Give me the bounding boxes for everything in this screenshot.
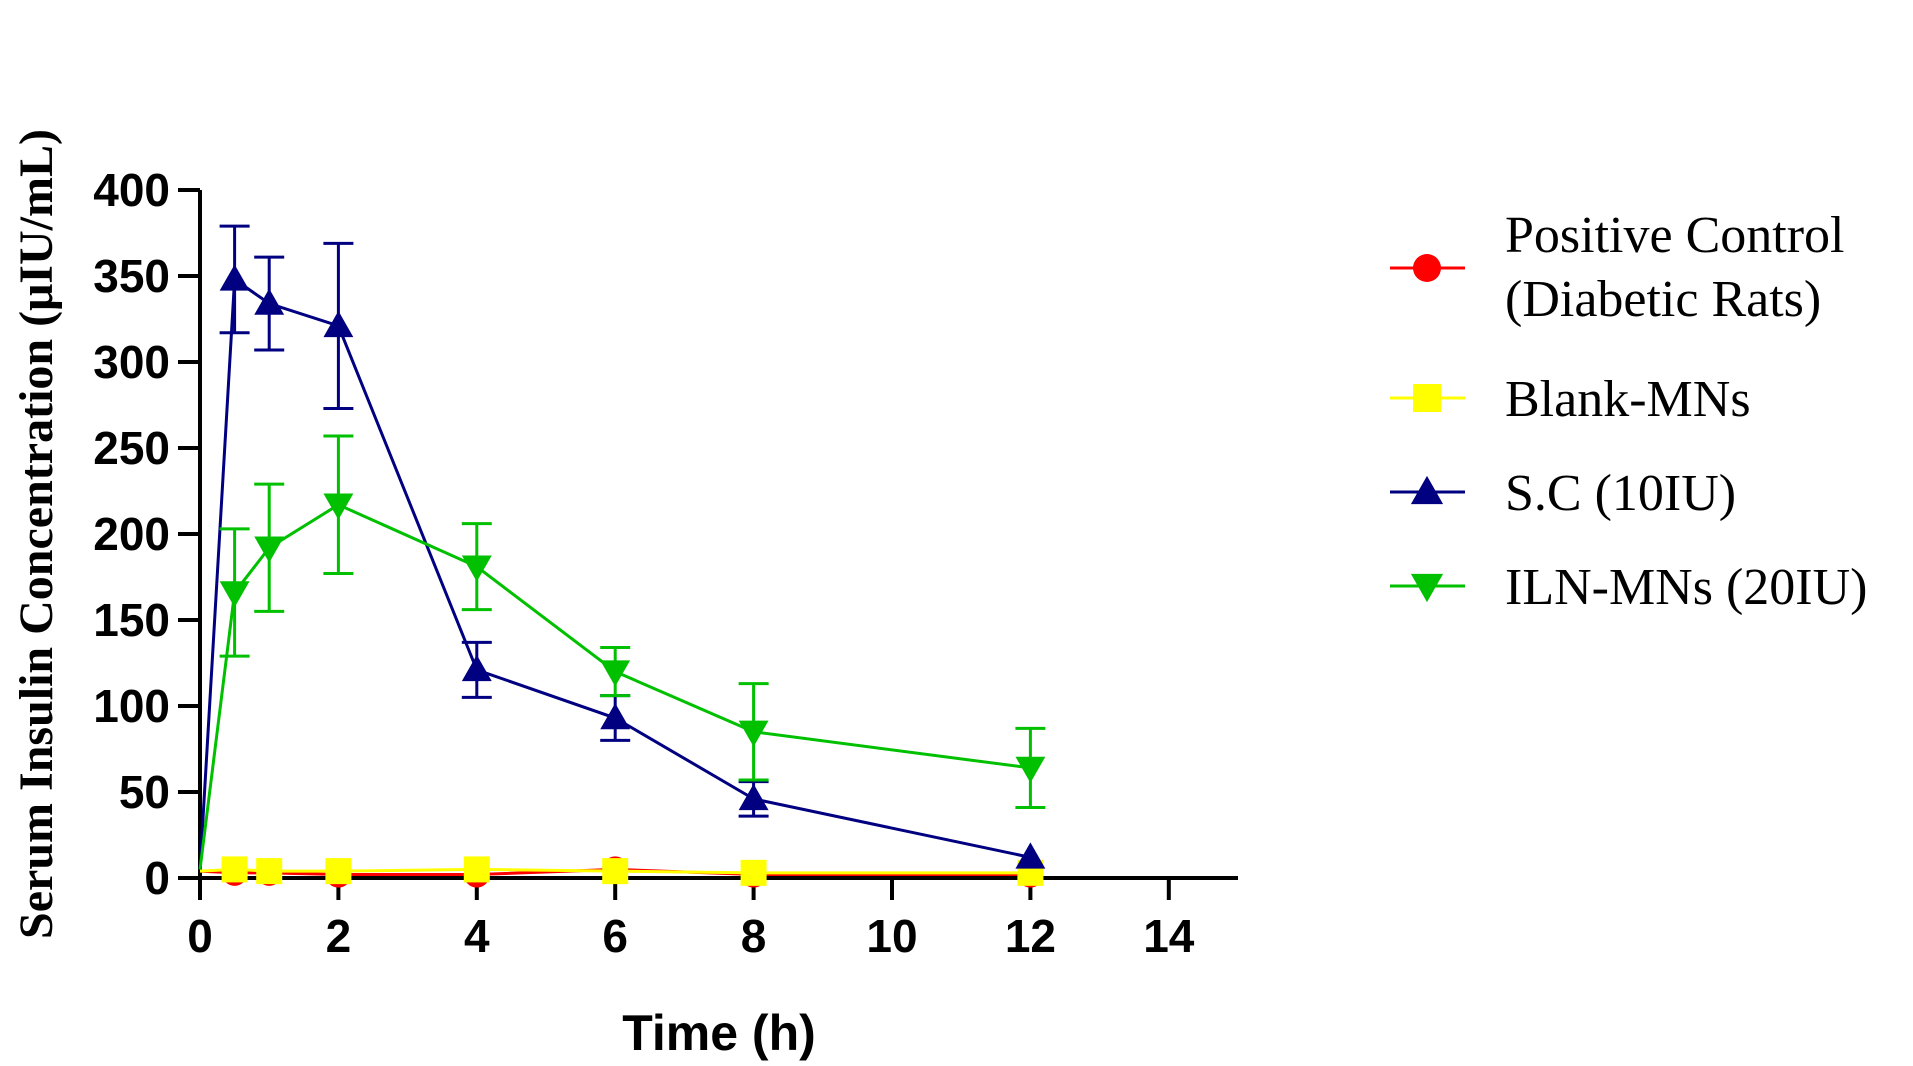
x-tick-label: 14 [1143, 910, 1195, 962]
y-tick-label: 350 [93, 250, 170, 302]
y-tick-label: 100 [93, 680, 170, 732]
series-4 [198, 434, 1046, 870]
legend-label: Positive Control [1505, 207, 1844, 264]
axes [198, 190, 1238, 880]
data-point [738, 783, 769, 811]
x-tick-label: 4 [464, 910, 490, 962]
data-point [254, 288, 285, 315]
x-tick-label: 0 [187, 910, 213, 962]
legend-label: S.C (10IU) [1505, 465, 1736, 522]
legend-item-1: Positive Control (Diabetic Rats) [1390, 207, 1844, 328]
legend-marker [1410, 475, 1444, 505]
legend-item-4: ILN-MNs (20IU) [1390, 559, 1867, 616]
legend: Positive Control (Diabetic Rats) Blank-MNs… [1390, 207, 1867, 616]
data-point [254, 536, 285, 563]
x-axis-title: Time (h) [622, 1005, 816, 1061]
legend-marker [1410, 573, 1444, 603]
x-tick-label: 6 [602, 910, 628, 962]
data-point [219, 581, 250, 608]
series-3 [198, 224, 1046, 870]
y-tick-label: 250 [93, 422, 170, 474]
data-point [738, 720, 769, 747]
data-point [602, 858, 629, 885]
series-2 [199, 856, 1044, 886]
y-tick-label: 50 [119, 766, 170, 818]
legend-label: ILN-MNs (20IU) [1505, 559, 1867, 616]
data-point [219, 264, 250, 291]
data-point [323, 310, 354, 338]
legend-marker [1413, 254, 1441, 282]
data-point [461, 555, 492, 582]
y-tick-label: 400 [93, 164, 170, 216]
legend-item-3: S.C (10IU) [1390, 465, 1736, 522]
data-point [600, 703, 631, 730]
data-point [1015, 842, 1046, 869]
legend-marker [1413, 384, 1441, 412]
data-point [256, 858, 283, 885]
y-axis-title: Serum Insulin Concentration (μIU/mL) [10, 129, 63, 939]
y-ticks: 0 50 100 150 200 250 300 350 400 [93, 164, 200, 904]
data-point [325, 858, 352, 885]
data-point [323, 493, 354, 520]
legend-label: Blank-MNs [1505, 371, 1751, 428]
y-tick-label: 200 [93, 508, 170, 560]
data-point [740, 859, 767, 886]
y-tick-label: 150 [93, 594, 170, 646]
x-tick-label: 10 [866, 910, 917, 962]
legend-label: (Diabetic Rats) [1505, 271, 1821, 328]
series-layer [198, 224, 1046, 888]
y-tick-label: 300 [93, 336, 170, 388]
x-tick-label: 12 [1005, 910, 1056, 962]
data-point [600, 660, 631, 687]
x-tick-label: 2 [326, 910, 352, 962]
data-point [463, 856, 490, 883]
data-point [461, 654, 492, 682]
y-tick-label: 0 [144, 852, 170, 904]
legend-item-2: Blank-MNs [1390, 371, 1751, 428]
x-tick-label: 8 [741, 910, 767, 962]
x-ticks: 0 2 4 6 8 10 12 14 [187, 878, 1195, 962]
data-point [221, 856, 248, 883]
data-point [1015, 756, 1046, 783]
